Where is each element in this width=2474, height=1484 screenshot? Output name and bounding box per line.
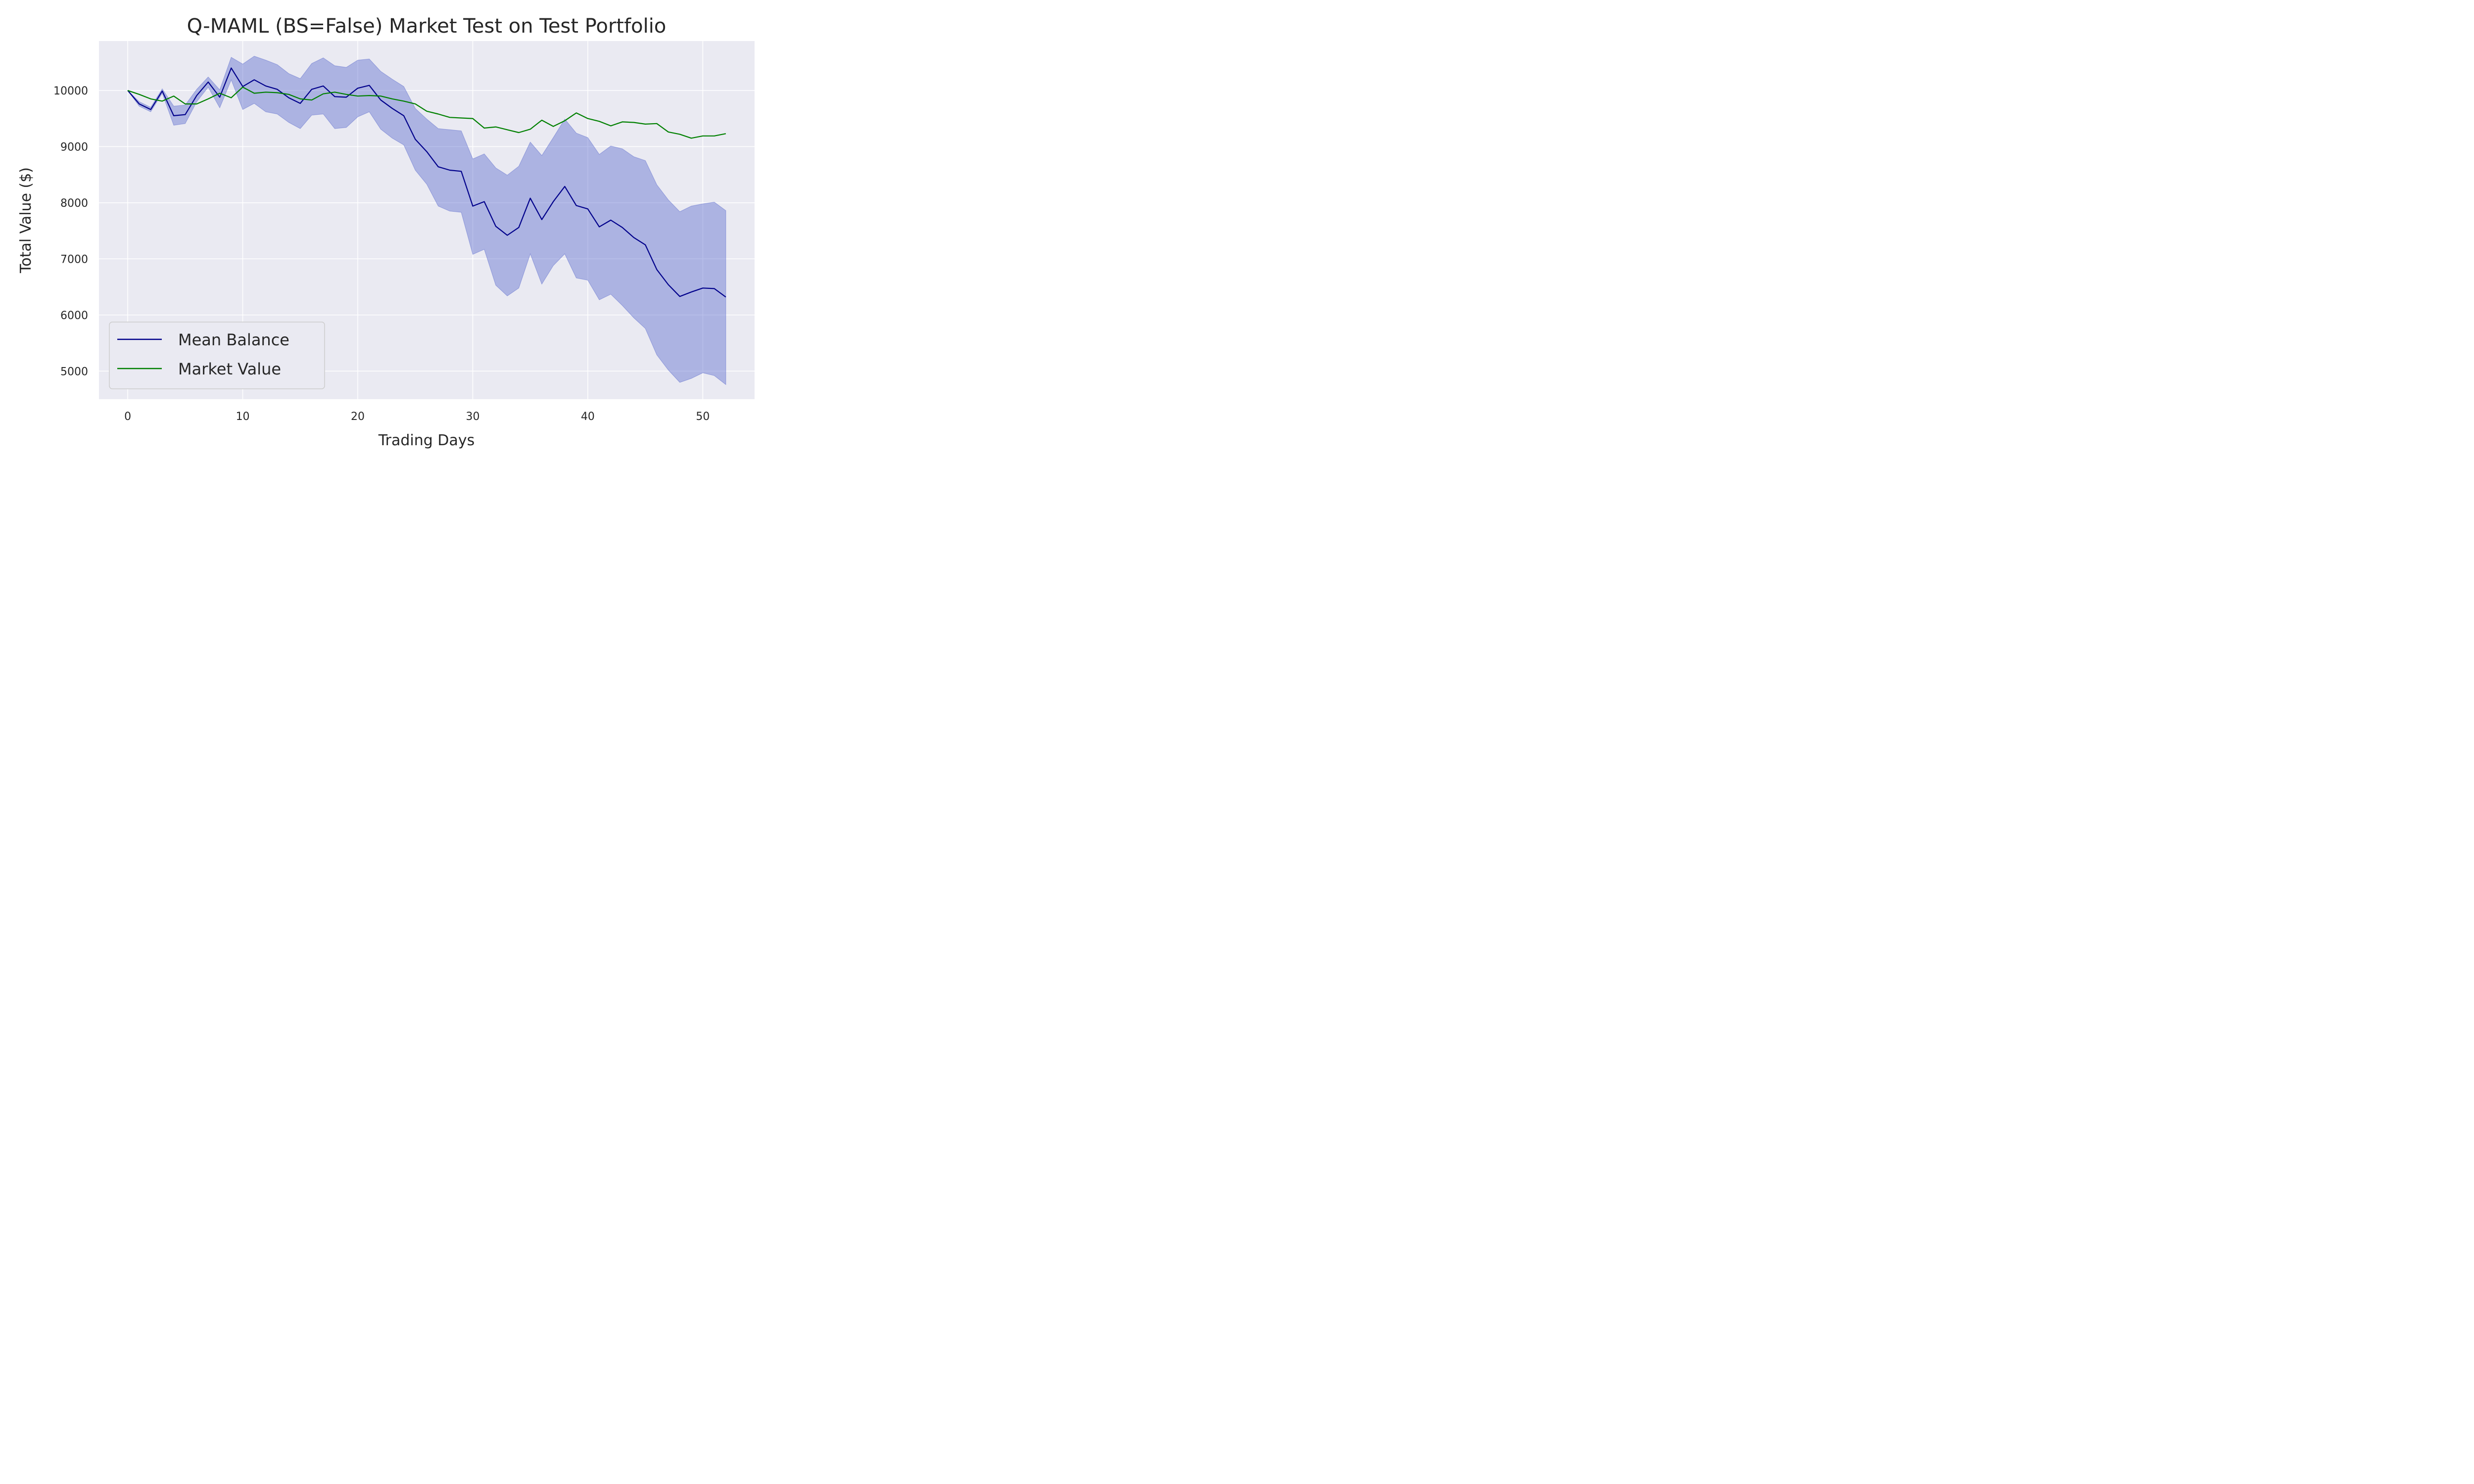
series-lines (127, 67, 726, 298)
line-chart: 0 10 20 30 40 50 5000 6000 7000 8000 9000 10000 Q-… (17, 15, 755, 449)
legend-label-mean-balance: Mean Balance (178, 330, 289, 349)
y-tick-label-10000: 10000 (53, 85, 88, 97)
x-tick-label-50: 50 (696, 411, 710, 423)
grid-lines (99, 41, 755, 399)
legend-box (109, 322, 325, 389)
confidence-band (127, 56, 726, 385)
market-value-line (127, 87, 726, 139)
chart-title: Q-MAML (BS=False) Market Test on Test Po… (187, 15, 666, 38)
x-tick-label-0: 0 (124, 411, 131, 423)
legend: Mean Balance Market Value (109, 322, 325, 389)
mean-balance-line (127, 67, 726, 298)
legend-label-market-value: Market Value (178, 360, 281, 378)
x-axis-ticks: 0 10 20 30 40 50 (124, 411, 710, 423)
y-tick-label-5000: 5000 (60, 366, 88, 378)
x-tick-label-10: 10 (236, 411, 250, 423)
x-tick-label-20: 20 (351, 411, 365, 423)
x-tick-label-40: 40 (581, 411, 595, 423)
x-axis-label: Trading Days (378, 432, 475, 449)
y-tick-label-6000: 6000 (60, 310, 88, 322)
y-tick-label-7000: 7000 (60, 253, 88, 266)
y-axis-ticks: 5000 6000 7000 8000 9000 10000 (53, 85, 88, 378)
y-tick-label-9000: 9000 (60, 141, 88, 153)
y-tick-label-8000: 8000 (60, 197, 88, 210)
x-tick-label-30: 30 (466, 411, 479, 423)
y-axis-label: Total Value ($) (17, 167, 35, 274)
confidence-band-group (127, 56, 726, 385)
